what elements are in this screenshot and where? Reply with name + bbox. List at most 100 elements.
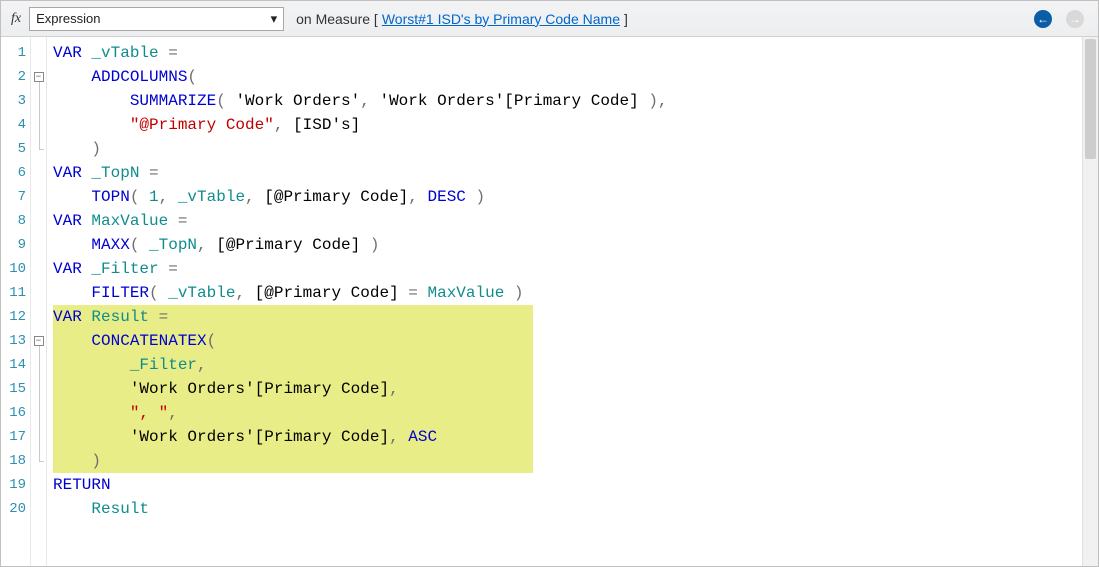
fold-cell	[31, 401, 46, 425]
line-number: 16	[1, 401, 26, 425]
code-area[interactable]: VAR _vTable = ADDCOLUMNS( SUMMARIZE( 'Wo…	[47, 37, 1098, 566]
line-number: 14	[1, 353, 26, 377]
code-line[interactable]: RETURN	[53, 473, 1098, 497]
nav-forward-button: →	[1066, 10, 1084, 28]
line-number: 18	[1, 449, 26, 473]
code-line[interactable]: VAR _Filter =	[53, 257, 1098, 281]
line-number: 19	[1, 473, 26, 497]
line-number: 2	[1, 65, 26, 89]
line-number: 15	[1, 377, 26, 401]
line-number: 7	[1, 185, 26, 209]
fold-cell	[31, 209, 46, 233]
measure-link[interactable]: Worst#1 ISD's by Primary Code Name	[382, 11, 620, 27]
code-text: VAR Result =	[53, 308, 168, 326]
fold-cell	[31, 257, 46, 281]
nav-back-button[interactable]: ←	[1034, 10, 1052, 28]
code-text: 'Work Orders'[Primary Code],	[53, 380, 399, 398]
fold-gutter[interactable]: −−	[31, 37, 47, 566]
line-number: 13	[1, 329, 26, 353]
expression-dropdown[interactable]: Expression ▾	[29, 7, 284, 31]
highlight-region	[53, 449, 533, 473]
fold-cell	[31, 161, 46, 185]
code-line[interactable]: VAR Result =	[53, 305, 1098, 329]
line-number: 1	[1, 41, 26, 65]
fold-cell	[31, 377, 46, 401]
scrollbar-thumb[interactable]	[1085, 39, 1096, 159]
fold-cell	[31, 425, 46, 449]
code-editor[interactable]: 1234567891011121314151617181920 −− VAR _…	[1, 37, 1098, 566]
code-line[interactable]: "@Primary Code", [ISD's]	[53, 113, 1098, 137]
code-text: _Filter,	[53, 356, 207, 374]
code-line[interactable]: ", ",	[53, 401, 1098, 425]
code-text: VAR MaxValue =	[53, 212, 187, 230]
code-text: )	[53, 452, 101, 470]
code-text: 'Work Orders'[Primary Code], ASC	[53, 428, 437, 446]
line-number: 11	[1, 281, 26, 305]
line-number: 3	[1, 89, 26, 113]
fx-icon: fx	[9, 11, 23, 27]
formula-toolbar: fx Expression ▾ on Measure [Worst#1 ISD'…	[1, 1, 1098, 37]
code-line[interactable]: 'Work Orders'[Primary Code],	[53, 377, 1098, 401]
code-text: "@Primary Code", [ISD's]	[53, 116, 360, 134]
line-number: 6	[1, 161, 26, 185]
code-line[interactable]: SUMMARIZE( 'Work Orders', 'Work Orders'[…	[53, 89, 1098, 113]
code-line[interactable]: MAXX( _TopN, [@Primary Code] )	[53, 233, 1098, 257]
code-text: MAXX( _TopN, [@Primary Code] )	[53, 236, 379, 254]
code-text: RETURN	[53, 476, 111, 494]
nav-arrows: ← →	[1034, 10, 1090, 28]
code-line[interactable]: CONCATENATEX(	[53, 329, 1098, 353]
code-line[interactable]: TOPN( 1, _vTable, [@Primary Code], DESC …	[53, 185, 1098, 209]
fold-toggle-icon[interactable]: −	[34, 336, 44, 346]
line-number: 20	[1, 497, 26, 521]
code-text: VAR _TopN =	[53, 164, 159, 182]
line-number: 9	[1, 233, 26, 257]
fold-cell	[31, 185, 46, 209]
fold-cell[interactable]: −	[31, 65, 46, 89]
fold-cell	[31, 449, 46, 473]
on-measure-suffix: ]	[624, 11, 628, 27]
chevron-down-icon: ▾	[271, 11, 278, 27]
fold-cell	[31, 281, 46, 305]
context-label: on Measure [Worst#1 ISD's by Primary Cod…	[296, 11, 628, 27]
line-number: 10	[1, 257, 26, 281]
code-line[interactable]: VAR _vTable =	[53, 41, 1098, 65]
code-text: SUMMARIZE( 'Work Orders', 'Work Orders'[…	[53, 92, 668, 110]
code-text: TOPN( 1, _vTable, [@Primary Code], DESC …	[53, 188, 485, 206]
code-line[interactable]: )	[53, 449, 1098, 473]
vertical-scrollbar[interactable]	[1082, 37, 1098, 566]
code-text: CONCATENATEX(	[53, 332, 216, 350]
code-line[interactable]: _Filter,	[53, 353, 1098, 377]
code-text: ADDCOLUMNS(	[53, 68, 197, 86]
fold-cell[interactable]: −	[31, 329, 46, 353]
line-number: 4	[1, 113, 26, 137]
fold-cell	[31, 137, 46, 161]
line-number: 5	[1, 137, 26, 161]
code-text: Result	[53, 500, 149, 518]
fold-cell	[31, 89, 46, 113]
fold-cell	[31, 41, 46, 65]
code-line[interactable]: ADDCOLUMNS(	[53, 65, 1098, 89]
line-number: 17	[1, 425, 26, 449]
code-line[interactable]: VAR MaxValue =	[53, 209, 1098, 233]
line-number: 12	[1, 305, 26, 329]
code-text: VAR _Filter =	[53, 260, 178, 278]
code-line[interactable]: 'Work Orders'[Primary Code], ASC	[53, 425, 1098, 449]
expression-label: Expression	[36, 11, 100, 26]
fold-cell	[31, 113, 46, 137]
code-text: )	[53, 140, 101, 158]
code-line[interactable]: )	[53, 137, 1098, 161]
fold-cell	[31, 473, 46, 497]
fold-cell	[31, 353, 46, 377]
line-number-gutter: 1234567891011121314151617181920	[1, 37, 31, 566]
code-text: VAR _vTable =	[53, 44, 178, 62]
code-text: FILTER( _vTable, [@Primary Code] = MaxVa…	[53, 284, 524, 302]
fold-cell	[31, 497, 46, 521]
code-line[interactable]: Result	[53, 497, 1098, 521]
fold-cell	[31, 305, 46, 329]
fold-cell	[31, 233, 46, 257]
line-number: 8	[1, 209, 26, 233]
on-measure-prefix: on Measure [	[296, 11, 378, 27]
code-line[interactable]: VAR _TopN =	[53, 161, 1098, 185]
code-line[interactable]: FILTER( _vTable, [@Primary Code] = MaxVa…	[53, 281, 1098, 305]
fold-toggle-icon[interactable]: −	[34, 72, 44, 82]
